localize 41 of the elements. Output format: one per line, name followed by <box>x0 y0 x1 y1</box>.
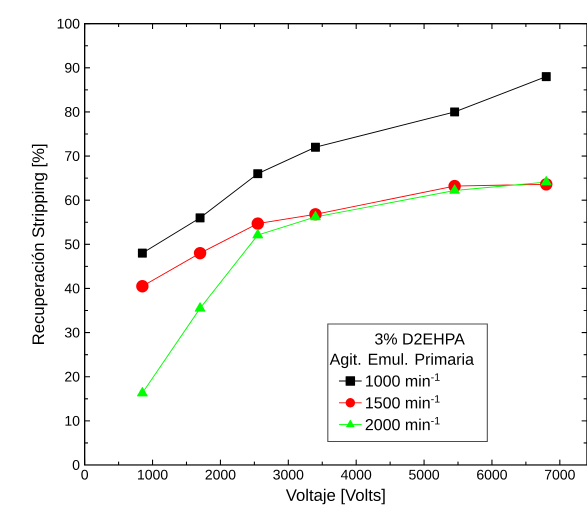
x-axis-title: Voltaje [Volts] <box>286 488 385 504</box>
point <box>136 280 149 292</box>
x-tick-label: 3000 <box>273 470 304 480</box>
legend-label: 1000 min$^{-1}$ <box>366 373 440 387</box>
y-tick-label: 30 <box>64 328 80 338</box>
x-tick-label: 6000 <box>477 470 507 480</box>
point <box>450 107 460 116</box>
point <box>252 217 264 230</box>
y-tick-label: 10 <box>65 416 80 426</box>
y-axis-title: Recuperación Stripping [%] <box>32 144 48 344</box>
legend-label: 2000 min$^{-1}$ <box>366 417 440 430</box>
point <box>310 142 320 152</box>
y-tick-label: 60 <box>65 195 80 206</box>
x-tick-label: 4000 <box>340 470 372 480</box>
point <box>194 302 206 312</box>
legend-label: 1500 min$^{-1}$ <box>366 395 440 409</box>
x-tick-label: 1000 <box>138 470 168 480</box>
point <box>310 210 321 220</box>
x-tick-label: 7000 <box>544 470 575 480</box>
y-tick-label: 20 <box>65 372 80 382</box>
y-tick-label: 90 <box>65 62 80 73</box>
legend-title: 3% D2EHPA <box>375 333 465 345</box>
point <box>540 176 552 186</box>
x-tick-label: 2000 <box>206 470 236 480</box>
point <box>196 213 205 222</box>
point <box>194 246 206 260</box>
x-tick-label: 0 <box>81 470 88 480</box>
y-tick-label: 0 <box>72 460 80 470</box>
point <box>542 72 551 82</box>
point <box>252 228 264 238</box>
y-tick-label: 70 <box>65 151 80 162</box>
y-tick-label: 40 <box>64 284 80 294</box>
y-tick-label: 100 <box>58 18 80 29</box>
point <box>138 248 147 258</box>
y-tick-label: 80 <box>64 106 80 117</box>
x-tick-label: 5000 <box>409 470 440 480</box>
point <box>137 386 148 396</box>
point <box>449 184 460 194</box>
annotation: Agit. Emul. Primaria <box>330 353 474 368</box>
y-tick-label: 50 <box>64 239 80 250</box>
point <box>253 169 262 178</box>
